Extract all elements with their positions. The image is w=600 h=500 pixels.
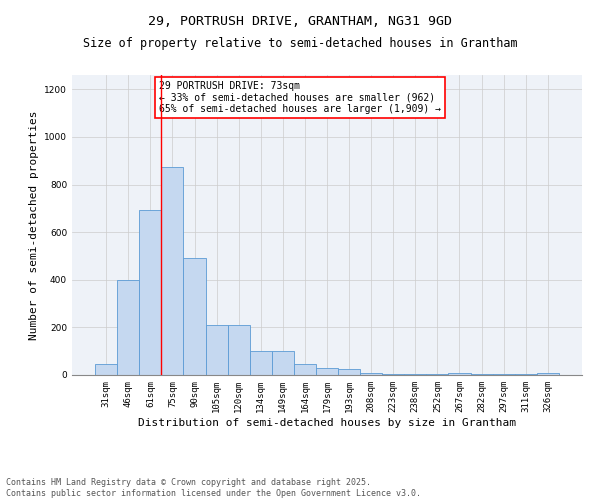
Text: 29, PORTRUSH DRIVE, GRANTHAM, NG31 9GD: 29, PORTRUSH DRIVE, GRANTHAM, NG31 9GD xyxy=(148,15,452,28)
Bar xyxy=(448,372,470,375)
Bar xyxy=(382,374,404,375)
Bar xyxy=(139,210,161,375)
Bar xyxy=(316,368,338,375)
Bar xyxy=(161,166,184,375)
X-axis label: Distribution of semi-detached houses by size in Grantham: Distribution of semi-detached houses by … xyxy=(138,418,516,428)
Bar xyxy=(427,374,448,375)
Bar xyxy=(537,372,559,375)
Bar xyxy=(360,372,382,375)
Bar xyxy=(227,325,250,375)
Text: 29 PORTRUSH DRIVE: 73sqm
← 33% of semi-detached houses are smaller (962)
65% of : 29 PORTRUSH DRIVE: 73sqm ← 33% of semi-d… xyxy=(158,81,440,114)
Bar xyxy=(206,325,227,375)
Bar xyxy=(117,280,139,375)
Bar xyxy=(294,364,316,375)
Bar xyxy=(515,374,537,375)
Bar xyxy=(404,374,427,375)
Bar xyxy=(493,374,515,375)
Bar xyxy=(250,351,272,375)
Bar xyxy=(184,258,206,375)
Text: Size of property relative to semi-detached houses in Grantham: Size of property relative to semi-detach… xyxy=(83,38,517,51)
Bar xyxy=(272,351,294,375)
Text: Contains HM Land Registry data © Crown copyright and database right 2025.
Contai: Contains HM Land Registry data © Crown c… xyxy=(6,478,421,498)
Bar xyxy=(470,374,493,375)
Bar xyxy=(95,364,117,375)
Bar xyxy=(338,369,360,375)
Y-axis label: Number of semi-detached properties: Number of semi-detached properties xyxy=(29,110,38,340)
